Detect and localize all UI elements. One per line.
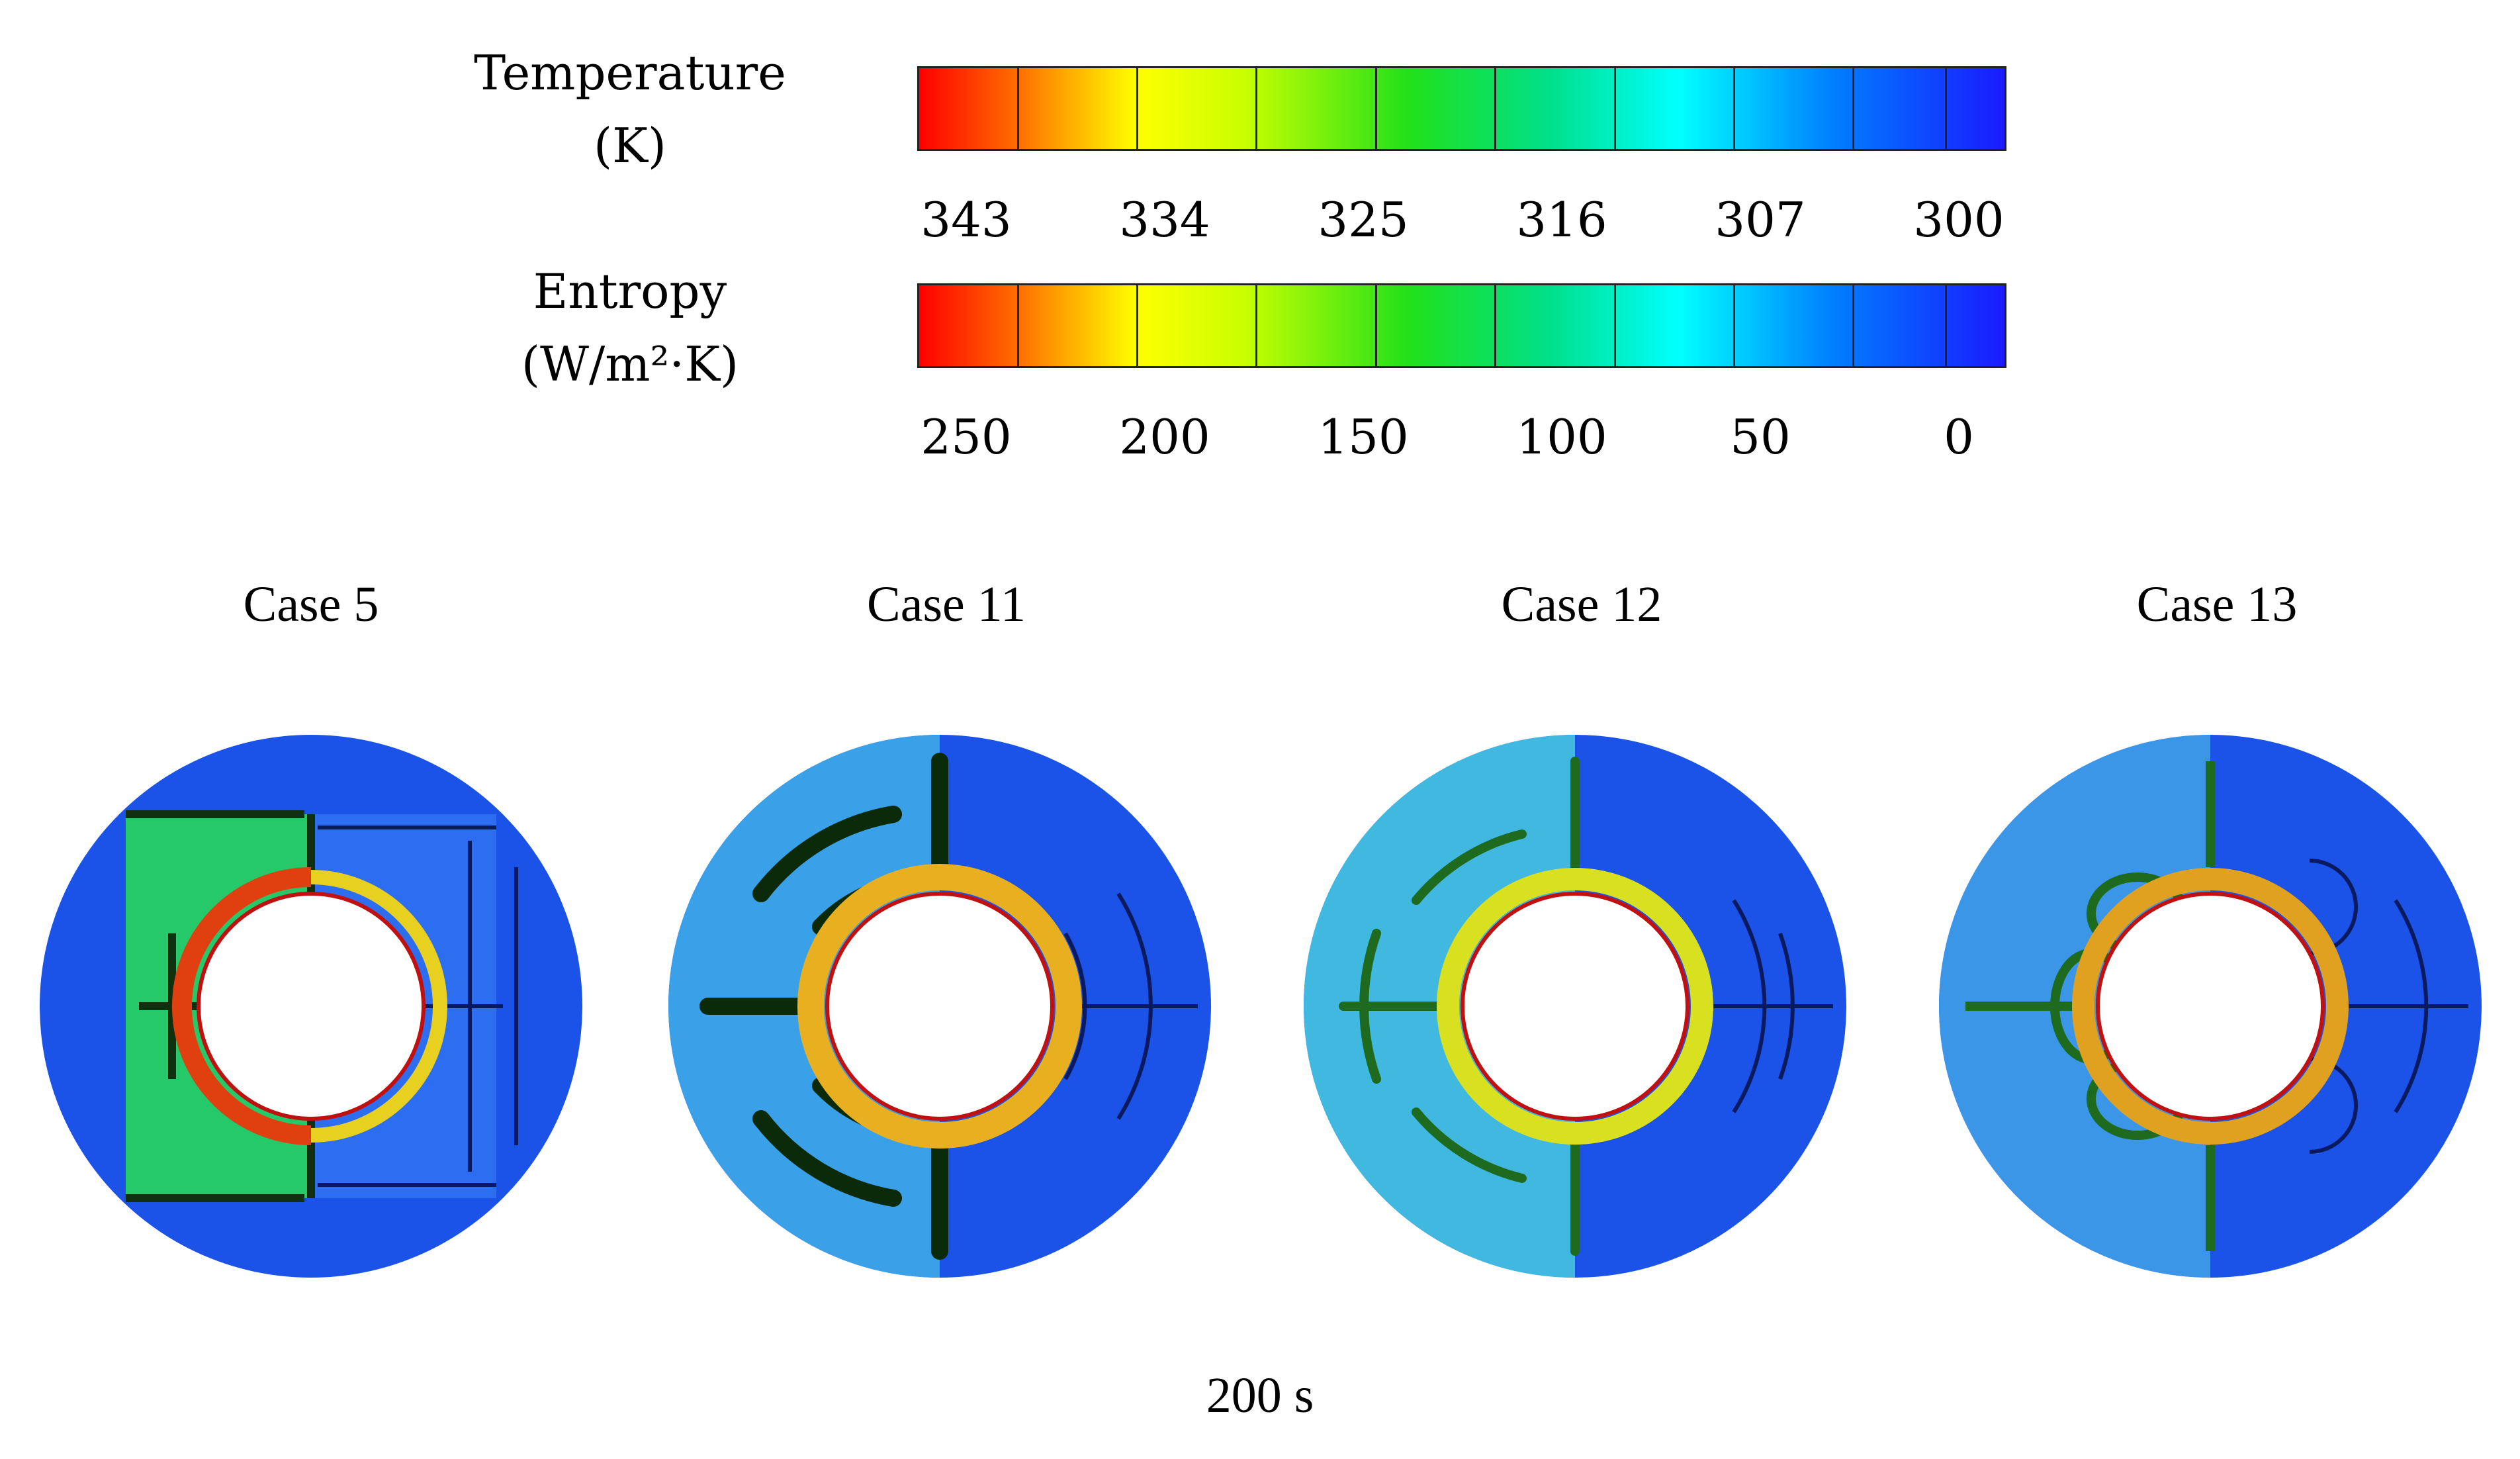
case-label: Case 5 xyxy=(243,577,379,632)
entropy-title-line1: Entropy xyxy=(533,263,727,319)
entropy-colorbar xyxy=(917,283,2006,368)
entropy-tick: 50 xyxy=(1730,409,1791,465)
case-13-contour-plot xyxy=(1939,735,2482,1278)
temperature-title-line2: (K) xyxy=(594,118,666,173)
entropy-tick: 0 xyxy=(1944,409,1974,465)
entropy-tick: 250 xyxy=(921,409,1012,465)
case-label: Case 11 xyxy=(867,577,1026,632)
temperature-legend-title: Temperature (K) xyxy=(458,36,802,182)
entropy-ticks: 250 200 150 100 50 0 xyxy=(867,409,2058,469)
time-label: 200 s xyxy=(1206,1368,1314,1423)
case-label: Case 13 xyxy=(2136,577,2298,632)
temperature-tick: 316 xyxy=(1516,192,1607,248)
temperature-tick: 300 xyxy=(1913,192,2004,248)
entropy-tick: 100 xyxy=(1516,409,1607,465)
entropy-tick: 150 xyxy=(1318,409,1409,465)
case-12-contour-plot xyxy=(1304,735,1846,1278)
case-11-contour-plot xyxy=(668,735,1211,1278)
temperature-tick: 343 xyxy=(921,192,1012,248)
entropy-tick: 200 xyxy=(1119,409,1210,465)
temperature-tick: 334 xyxy=(1119,192,1210,248)
case-label: Case 12 xyxy=(1501,577,1662,632)
entropy-legend-title: Entropy (W/m²·K) xyxy=(458,255,802,400)
temperature-tick: 307 xyxy=(1715,192,1806,248)
case-5-contour-plot xyxy=(40,735,582,1278)
entropy-title-line2: (W/m²·K) xyxy=(521,336,739,392)
temperature-colorbar xyxy=(917,66,2006,151)
temperature-tick: 325 xyxy=(1318,192,1409,248)
temperature-ticks: 343 334 325 316 307 300 xyxy=(867,192,2058,252)
temperature-title-line1: Temperature xyxy=(474,45,786,101)
